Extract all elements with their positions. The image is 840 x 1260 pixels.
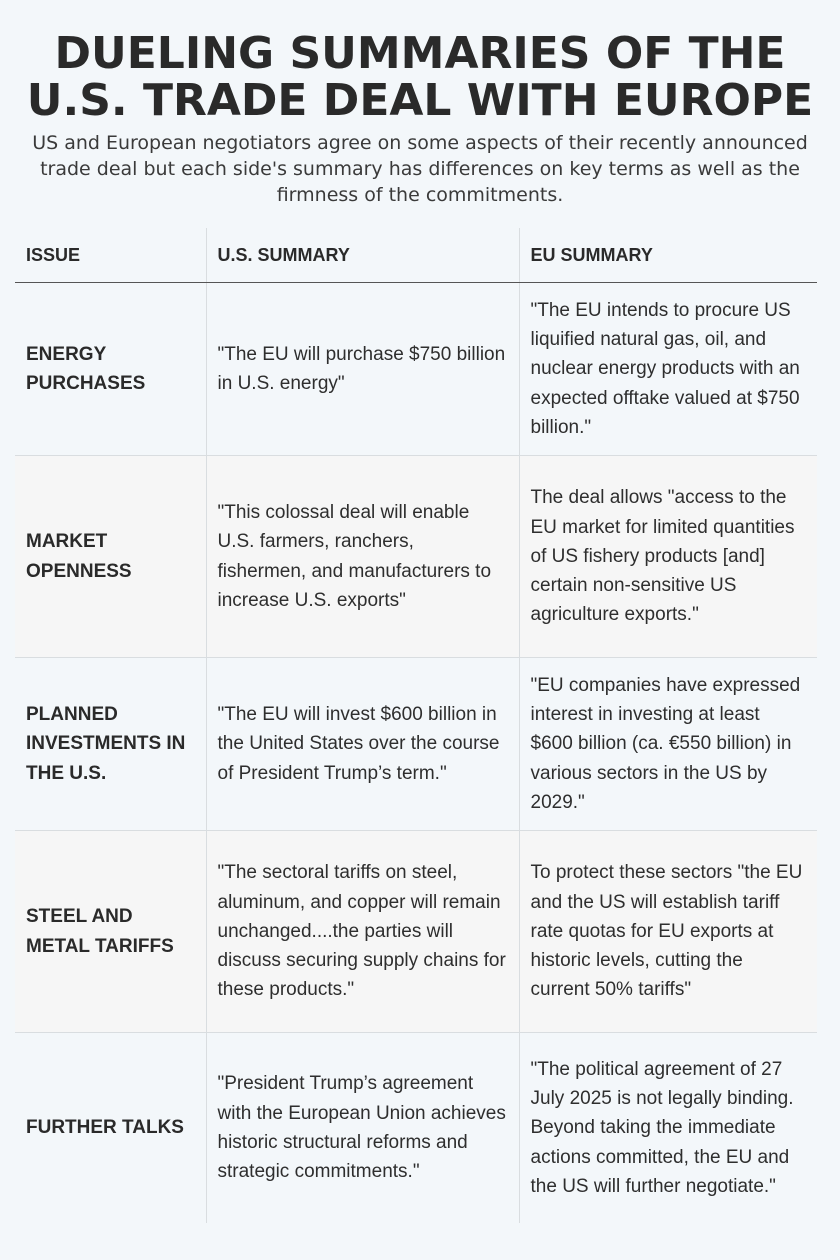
comparison-table: ISSUE U.S. SUMMARY EU SUMMARY ENERGY PUR… [15,228,817,1223]
page-title: DUELING SUMMARIES OF THE U.S. TRADE DEAL… [26,28,814,126]
table-row: STEEL AND METAL TARIFFS "The sectoral ta… [15,830,817,1033]
table-header-row: ISSUE U.S. SUMMARY EU SUMMARY [15,228,817,283]
eu-summary-cell: "The political agreement of 27 July 2025… [518,1032,817,1223]
table-row: FURTHER TALKS "President Trump’s agreeme… [15,1032,817,1223]
issue-cell: ENERGY PURCHASES [15,282,206,456]
eu-summary-cell: To protect these sectors "the EU and the… [518,830,817,1033]
table-row: PLANNED INVESTMENTS IN THE U.S. "The EU … [15,657,817,831]
eu-summary-cell: "EU companies have expressed interest in… [518,657,817,831]
issue-cell: STEEL AND METAL TARIFFS [15,830,206,1033]
us-summary-cell: "The EU will purchase $750 billion in U.… [205,282,519,456]
table-row: MARKET OPENNESS "This colossal deal will… [15,455,817,658]
page-subtitle: US and European negotiators agree on som… [32,132,808,206]
us-summary-cell: "The sectoral tariffs on steel, aluminum… [205,830,519,1033]
us-summary-cell: "President Trump’s agreement with the Eu… [205,1032,519,1223]
us-summary-cell: "The EU will invest $600 billion in the … [205,657,519,831]
header-us-summary: U.S. SUMMARY [205,228,519,283]
us-summary-cell: "This colossal deal will enable U.S. far… [205,455,519,658]
issue-cell: FURTHER TALKS [26,1117,184,1139]
issue-cell: MARKET OPENNESS [15,455,206,658]
eu-summary-cell: The deal allows "access to the EU market… [518,455,817,658]
eu-summary-cell: "The EU intends to procure US liquified … [518,282,817,456]
header-issue: ISSUE [15,228,206,283]
issue-cell: PLANNED INVESTMENTS IN THE U.S. [15,657,206,831]
table-row: ENERGY PURCHASES "The EU will purchase $… [15,282,817,456]
header-eu-summary: EU SUMMARY [518,228,817,283]
